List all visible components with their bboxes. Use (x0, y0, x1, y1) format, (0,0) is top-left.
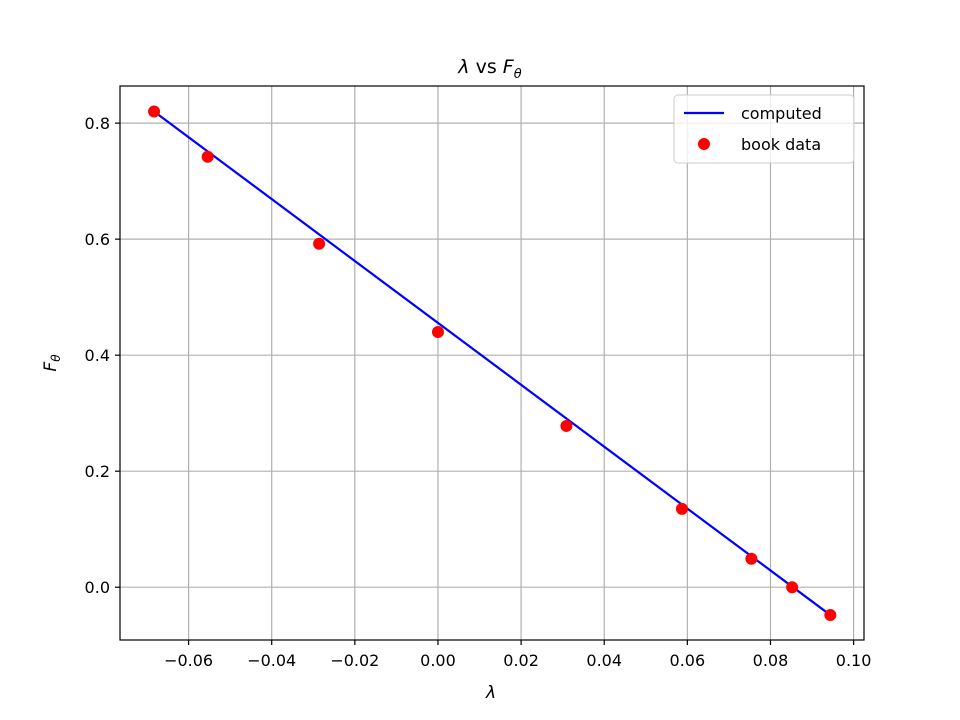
x-tick-label: 0.02 (503, 651, 539, 670)
y-axis-label: Fθ (41, 354, 63, 372)
data-point-book-data (313, 237, 326, 250)
x-tick-label: −0.02 (330, 651, 379, 670)
y-tick-label: 0.6 (85, 230, 110, 249)
data-point-book-data (148, 105, 161, 118)
plot-frame (119, 85, 865, 641)
x-tick-label: 0.04 (586, 651, 622, 670)
x-tick-label: −0.04 (247, 651, 296, 670)
series-layer (148, 105, 837, 622)
legend-label-book-data: book data (741, 135, 821, 154)
x-axis: −0.06 −0.04 −0.02 0.00 0.02 0.04 0.06 0.08 0.10 (164, 640, 871, 670)
series-line-computed (153, 110, 831, 616)
chart-title: λ vs Fθ (457, 56, 521, 82)
data-point-book-data (824, 609, 837, 622)
y-axis: 0.0 0.2 0.4 0.6 0.8 (85, 114, 120, 597)
grid (120, 86, 864, 640)
data-point-book-data (745, 552, 758, 565)
y-tick-label: 0.2 (85, 462, 110, 481)
x-tick-label: 0.10 (836, 651, 872, 670)
x-tick-label: 0.00 (420, 651, 456, 670)
data-point-book-data (201, 150, 214, 163)
x-tick-label: −0.06 (164, 651, 213, 670)
x-axis-label: λ (485, 683, 496, 703)
plot-area (119, 85, 865, 641)
y-tick-label: 0.0 (85, 578, 110, 597)
data-point-book-data (431, 325, 444, 338)
data-point-book-data (786, 581, 799, 594)
y-tick-label: 0.8 (85, 114, 110, 133)
legend-label-computed: computed (741, 104, 822, 123)
legend-marker-book-data (698, 138, 710, 150)
y-tick-label: 0.4 (85, 346, 110, 365)
data-point-book-data (675, 502, 688, 515)
x-tick-label: 0.06 (670, 651, 706, 670)
legend: computed book data (673, 94, 855, 164)
data-point-book-data (560, 419, 573, 432)
x-tick-label: 0.08 (753, 651, 789, 670)
